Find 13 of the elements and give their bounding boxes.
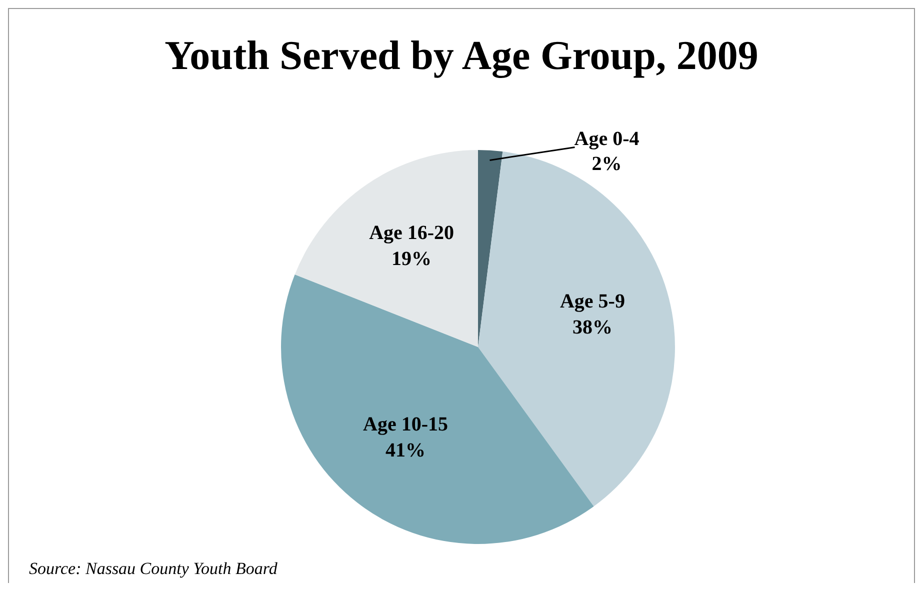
data-label: 2% — [592, 153, 622, 176]
chart-title: Youth Served by Age Group, 2009 — [164, 31, 760, 79]
slice-label: Age 16-20 — [369, 222, 454, 244]
data-label: 19% — [392, 248, 432, 270]
data-label: 38% — [572, 316, 612, 339]
source-note: Source: Nassau County Youth Board — [29, 559, 278, 579]
pie-slice — [478, 152, 675, 506]
slice-label: Age 0-4 — [574, 128, 640, 150]
pie-slice — [294, 150, 478, 347]
slice-label: Age 10-15 — [363, 413, 448, 436]
data-label: 41% — [386, 439, 426, 462]
pie-slice — [478, 150, 503, 347]
slice-label: Age 5-9 — [560, 290, 625, 313]
